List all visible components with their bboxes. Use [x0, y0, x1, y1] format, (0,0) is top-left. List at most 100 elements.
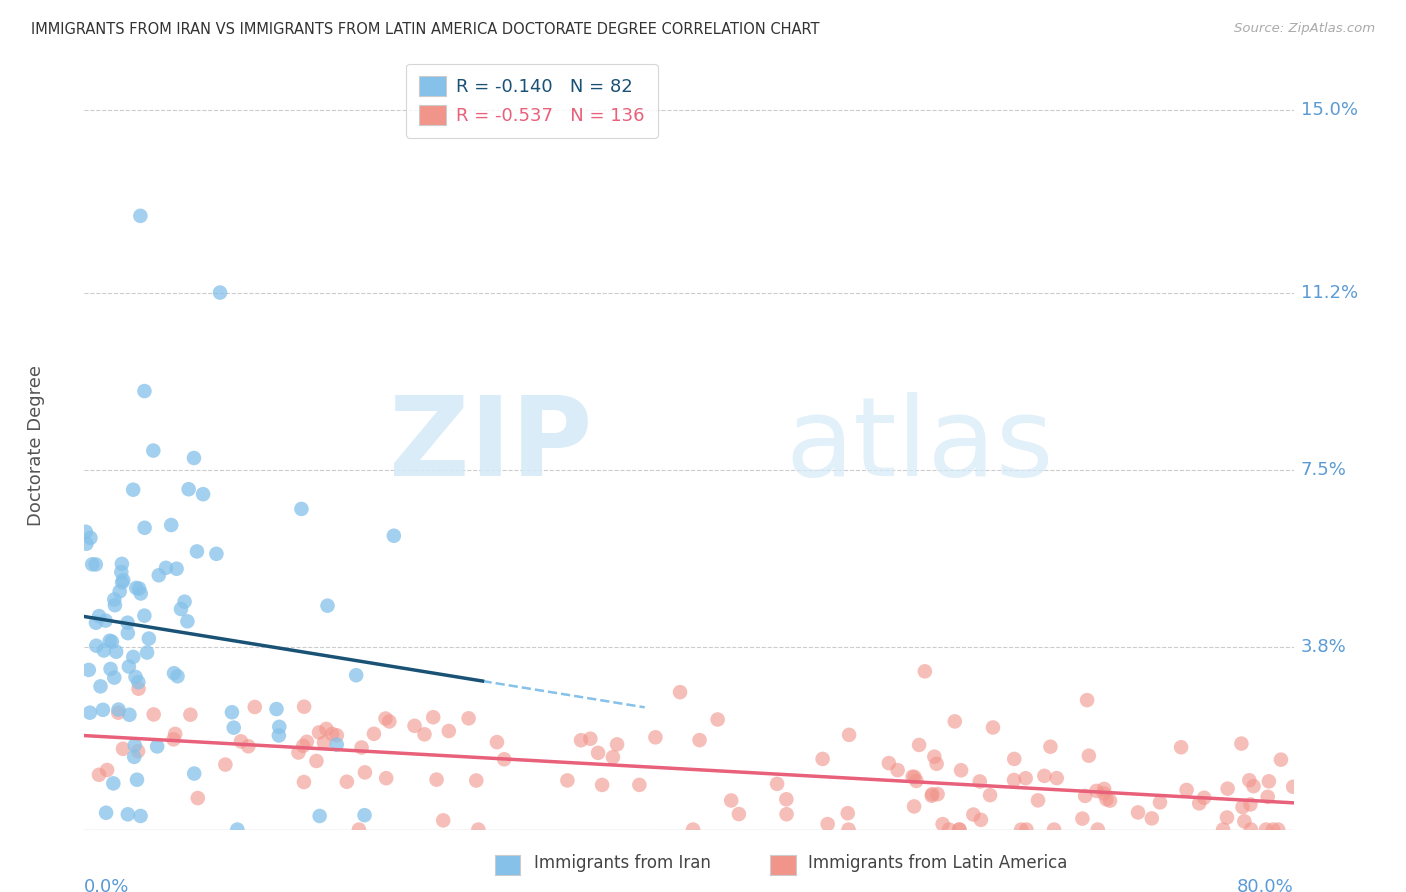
Point [1026, 793, 1049, 807]
Point [350, 740, 373, 755]
Point [903, 799, 925, 814]
Point [290, 502, 312, 516]
Point [267, 729, 290, 743]
Point [1254, 822, 1277, 837]
Point [186, 544, 208, 558]
Point [886, 763, 908, 777]
Point [775, 807, 797, 822]
Point [170, 602, 193, 616]
Point [1043, 822, 1066, 837]
Point [938, 822, 960, 837]
Point [118, 707, 141, 722]
Point [1212, 822, 1234, 837]
Point [162, 732, 184, 747]
Point [669, 685, 692, 699]
Point [467, 822, 489, 837]
Point [1216, 810, 1239, 824]
Point [1282, 780, 1305, 794]
Point [1039, 739, 1062, 754]
Point [1002, 752, 1025, 766]
Text: IMMIGRANTS FROM IRAN VS IMMIGRANTS FROM LATIN AMERICA DOCTORATE DEGREE CORRELATI: IMMIGRANTS FROM IRAN VS IMMIGRANTS FROM … [31, 22, 820, 37]
Point [118, 659, 141, 673]
Point [1085, 784, 1108, 798]
Point [775, 792, 797, 806]
Point [1243, 779, 1265, 793]
Point [925, 756, 948, 771]
Point [129, 809, 152, 823]
Point [108, 584, 131, 599]
Point [89, 679, 111, 693]
Point [127, 744, 149, 758]
Point [105, 645, 128, 659]
Point [122, 649, 145, 664]
Point [87, 609, 110, 624]
Point [84, 615, 107, 630]
Point [586, 746, 609, 760]
Point [682, 822, 704, 837]
Point [728, 807, 751, 822]
Point [1077, 748, 1099, 763]
Point [111, 575, 134, 590]
Point [134, 521, 156, 535]
Point [87, 768, 110, 782]
Point [111, 557, 134, 571]
Point [1002, 772, 1025, 787]
Point [124, 670, 146, 684]
Point [77, 663, 100, 677]
Point [1126, 805, 1149, 820]
Point [183, 766, 205, 780]
Point [921, 787, 943, 801]
Point [107, 706, 129, 720]
Point [214, 757, 236, 772]
Point [1240, 822, 1263, 837]
Point [970, 813, 993, 827]
Text: 80.0%: 80.0% [1237, 878, 1294, 892]
Point [91, 703, 114, 717]
Point [1188, 797, 1211, 811]
Point [1095, 792, 1118, 806]
Point [177, 482, 200, 496]
Text: Immigrants from Latin America: Immigrants from Latin America [808, 855, 1067, 872]
Point [134, 608, 156, 623]
Point [465, 773, 488, 788]
Point [602, 750, 624, 764]
Point [422, 710, 444, 724]
Point [103, 671, 125, 685]
Point [1015, 822, 1038, 837]
Point [336, 774, 359, 789]
Point [127, 675, 149, 690]
Text: 15.0%: 15.0% [1301, 102, 1358, 120]
Point [1149, 796, 1171, 810]
Point [569, 733, 592, 747]
Point [354, 765, 377, 780]
Point [226, 822, 249, 837]
Point [425, 772, 447, 787]
Point [1261, 822, 1284, 837]
Point [129, 209, 152, 223]
Point [1076, 693, 1098, 707]
Point [94, 614, 117, 628]
Point [101, 634, 124, 648]
Point [312, 736, 335, 750]
Point [146, 739, 169, 754]
Point [950, 764, 973, 778]
Point [1239, 773, 1261, 788]
Point [1046, 771, 1069, 785]
Point [104, 598, 127, 612]
Point [165, 727, 187, 741]
Point [93, 643, 115, 657]
Text: 3.8%: 3.8% [1301, 639, 1347, 657]
Point [1074, 789, 1097, 803]
Point [494, 752, 516, 766]
Point [948, 822, 970, 837]
Point [914, 665, 936, 679]
Point [136, 646, 159, 660]
Point [82, 558, 104, 572]
Point [979, 788, 1001, 802]
Point [142, 707, 165, 722]
Point [292, 739, 315, 753]
Point [591, 778, 613, 792]
Point [1239, 797, 1261, 812]
Point [628, 778, 651, 792]
Point [837, 806, 859, 821]
